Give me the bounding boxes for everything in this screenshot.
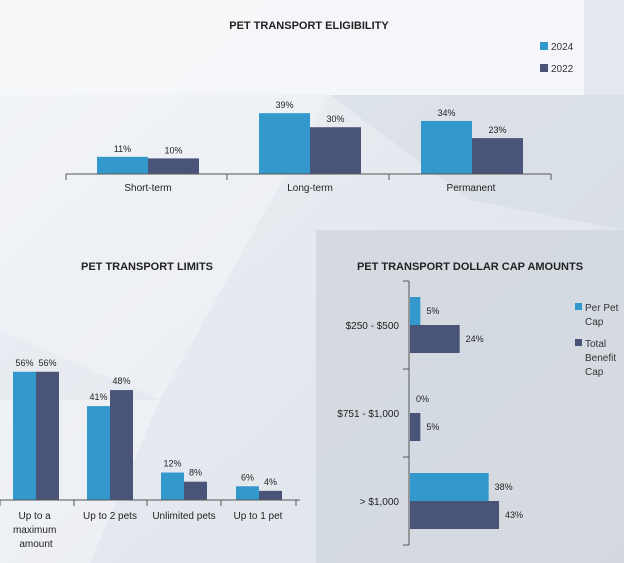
dollar-cap-data-label: 0% — [416, 394, 429, 404]
legend-line: Benefit — [585, 353, 616, 364]
limits-category-line: Up to a — [18, 511, 51, 522]
dollar-cap-bar — [410, 297, 421, 325]
legend-label-per-pet-cap: Per Pet Cap — [585, 303, 621, 328]
legend-swatch-per-pet-cap — [575, 303, 582, 310]
eligibility-bar — [148, 158, 199, 174]
dollar-cap-data-label: 43% — [505, 510, 523, 520]
legend-line: Cap — [585, 367, 604, 378]
dollar-cap-bar — [410, 501, 500, 529]
legend-line: Cap — [585, 317, 604, 328]
eligibility-data-label: 11% — [114, 144, 131, 154]
limits-data-label: 56% — [38, 358, 56, 368]
eligibility-category-label: Permanent — [447, 183, 496, 194]
dollar-cap-bar — [410, 473, 489, 501]
limits-category-label: Up to 1 pet — [234, 511, 283, 522]
dollar-cap-data-label: 38% — [495, 482, 513, 492]
limits-data-label: 4% — [264, 477, 277, 487]
dollar-cap-legend: Per Pet Cap Total Benefit Cap — [575, 303, 621, 378]
legend-label-2022: 2022 — [551, 64, 574, 75]
limits-data-label: 6% — [241, 472, 254, 482]
dollar-cap-category-label: $250 - $500 — [346, 321, 400, 332]
dollar-cap-bar — [410, 325, 460, 353]
limits-bar — [236, 486, 259, 500]
limits-data-label: 12% — [163, 459, 181, 469]
limits-data-label: 8% — [189, 468, 202, 478]
eligibility-title: PET TRANSPORT ELIGIBILITY — [229, 20, 389, 32]
limits-bar — [13, 371, 36, 500]
limits-category-line: maximum — [13, 525, 56, 536]
dollar-cap-bar — [410, 413, 421, 441]
dollar-cap-data-label: 5% — [426, 422, 439, 432]
eligibility-data-label: 10% — [164, 145, 182, 155]
legend-label-2024: 2024 — [551, 42, 574, 53]
dollar-cap-category-label: $751 - $1,000 — [337, 409, 399, 420]
legend-swatch-2022 — [540, 64, 548, 72]
eligibility-bar — [97, 156, 148, 174]
limits-bar — [87, 406, 110, 500]
eligibility-bar — [472, 138, 523, 174]
limits-category-line: amount — [19, 539, 53, 550]
eligibility-legend: 2024 2022 — [540, 42, 574, 75]
eligibility-data-label: 34% — [437, 108, 455, 118]
eligibility-data-label: 39% — [275, 100, 293, 110]
legend-swatch-total-benefit-cap — [575, 339, 582, 346]
dollar-cap-data-label: 24% — [466, 334, 484, 344]
eligibility-bar — [421, 120, 472, 174]
dollar-cap-data-label: 5% — [426, 306, 439, 316]
limits-data-label: 56% — [15, 358, 33, 368]
dollar-cap-bars: 5% 0% 38% 24% 5% 43% — [410, 297, 523, 529]
dollar-cap-category-label: > $1,000 — [360, 497, 400, 508]
limits-bar — [259, 490, 282, 500]
eligibility-data-label: 23% — [488, 125, 506, 135]
background-facet — [0, 95, 330, 400]
eligibility-data-label: 30% — [326, 114, 344, 124]
limits-data-label: 41% — [89, 392, 107, 402]
limits-bar — [184, 481, 207, 500]
limits-bar — [36, 371, 59, 500]
legend-label-total-benefit-cap: Total Benefit Cap — [585, 339, 619, 378]
dollar-cap-chart: PET TRANSPORT DOLLAR CAP AMOUNTS 5% 0% 38%… — [337, 261, 621, 546]
limits-data-label: 48% — [112, 376, 130, 386]
limits-category-label: Up to a maximum amount — [13, 511, 59, 550]
limits-bars: 56% 41% 12% 6% 56% 48% 8% 4% — [13, 358, 282, 500]
eligibility-category-label: Short-term — [124, 183, 171, 194]
legend-line: Per Pet — [585, 303, 619, 314]
legend-line: Total — [585, 339, 606, 350]
limits-bar — [161, 472, 184, 500]
legend-swatch-2024 — [540, 42, 548, 50]
limits-category-label: Unlimited pets — [152, 511, 215, 522]
limits-category-label: Up to 2 pets — [83, 511, 137, 522]
eligibility-bars: 11% 39% 34% 10% 30% 23% — [97, 100, 523, 174]
limits-chart: PET TRANSPORT LIMITS 56% 41% 12% 6% 56% 48% 8%… — [0, 261, 300, 550]
eligibility-bar — [259, 113, 310, 174]
top-band — [0, 0, 584, 95]
limits-bar — [110, 390, 133, 500]
eligibility-bar — [310, 127, 361, 174]
dollar-cap-title: PET TRANSPORT DOLLAR CAP AMOUNTS — [357, 261, 583, 273]
eligibility-category-label: Long-term — [287, 183, 333, 194]
eligibility-chart: PET TRANSPORT ELIGIBILITY 2024 2022 11% 3… — [65, 20, 574, 194]
limits-title: PET TRANSPORT LIMITS — [81, 261, 213, 273]
